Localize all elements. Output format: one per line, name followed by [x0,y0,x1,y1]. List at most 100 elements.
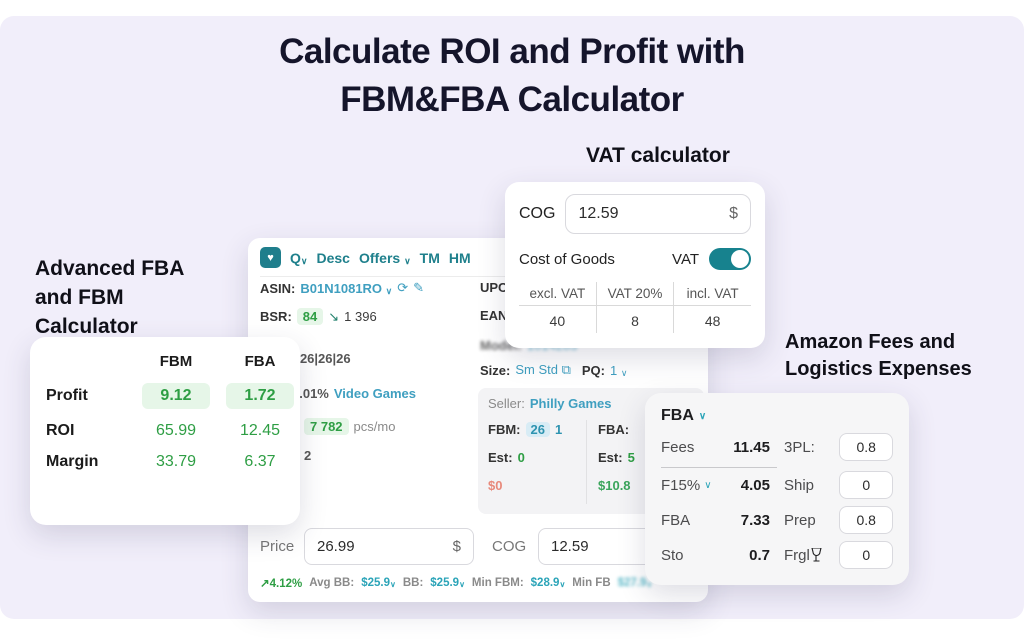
toggle-knob [731,250,749,268]
ship-input[interactable]: 0 [839,471,893,499]
fees-row-4: Sto 0.7 Frgl 0 [661,541,893,569]
referral-fee-value: 4.05 [740,476,770,494]
profit-fba-value: 1.72 [226,383,294,409]
fulfillment-selector[interactable]: FBA ∨ [661,407,707,424]
chevron-down-icon: ∨ [404,255,411,266]
variations-value: : 26|26|26 [292,351,351,366]
asin-row: ASIN: B01N1081RO ∨ ⟳ ✎ [260,280,424,296]
toolbar-item-desc[interactable]: Desc [316,249,350,266]
chevron-down-icon: ∨ [385,285,393,296]
est-label: Est: [598,450,623,465]
fbm-price-row: $0 [488,478,502,493]
price-input[interactable]: 26.99 $ [304,528,474,565]
price-label: Price [260,538,295,555]
sales-row: 7 782 pcs/mo [304,418,395,435]
est-label: Est: [488,450,513,465]
panel-divider [586,420,587,504]
chevron-down-icon: ∨ [620,367,628,378]
vat-toggle-label: VAT [672,250,699,268]
calculator-section-heading: Advanced FBA and FBM Calculator [35,257,185,338]
3pl-label: 3PL: [783,438,815,456]
edit-icon[interactable]: ✎ [413,280,425,295]
search-menu[interactable]: Q∨ [290,249,308,266]
avg-bb-value[interactable]: $25.9∨ [361,577,396,589]
min-fba-value: $27.9∨ [617,577,653,589]
vat-amount-value: 8 [595,306,674,333]
vat-excl-value: 40 [549,313,566,329]
roi-row-label: ROI [46,422,75,439]
sales-estimate-badge: 7 782 [304,418,349,435]
storage-fee-value: 0.7 [749,546,770,564]
bb-value[interactable]: $25.9∨ [430,577,465,589]
sales-unit: pcs/mo [353,419,396,434]
fba-price-value: $10.8 [598,478,631,493]
pq-label: PQ: [581,362,605,378]
bsr-value-badge: 84 [296,308,324,325]
fees-divider [661,467,777,468]
pq-selector[interactable]: 1 ∨ [610,362,628,378]
profit-row-label: Profit [46,387,88,404]
cog-label: COG [492,538,527,555]
title-line-1: Calculate ROI and Profit with [279,32,745,71]
chevron-down-icon: ∨ [698,410,707,422]
referral-fee-selector[interactable]: F15% ∨ [661,476,712,494]
fragile-label: Frgl [784,547,839,564]
vat-calculator-card: COG 12.59 $ Cost of Goods VAT excl. VAT V… [505,182,765,348]
fees-label: Fees [661,438,695,456]
toolbar-item-tm[interactable]: TM [419,249,440,266]
ean-label: EAN: [480,308,512,323]
fba-price-row: $10.8 [598,478,631,493]
fbm-offers-row: FBM: 26 1 [488,422,562,437]
size-value-link[interactable]: Sm Std ⧉ [515,362,571,377]
vat-col-excl: excl. VAT [519,282,596,306]
ean-row: EAN: [480,308,512,323]
fbm-fba-calculator-card: FBM FBA Profit 9.12 1.72 ROI 65.99 12.45… [30,337,300,525]
vat-col-rate: VAT 20% [595,282,674,306]
vat-incl-value: 48 [673,306,751,333]
est-fbm-value: 0 [517,450,525,465]
profit-fbm-value: 9.12 [142,383,210,409]
seller-name-link[interactable]: Philly Games [529,396,612,411]
prep-input[interactable]: 0.8 [839,506,893,534]
min-fba-label: Min FB [572,577,611,589]
extension-heart-icon[interactable]: ♥ [260,247,281,268]
variations-row: : 26|26|26 [292,351,351,366]
size-row: Size: Sm Std ⧉ PQ: 1 ∨ [480,362,627,378]
page-title: Calculate ROI and Profit with FBM&FBA Ca… [0,28,1024,125]
vat-cog-label: COG [519,205,556,222]
refresh-icon[interactable]: ⟳ [397,280,409,295]
est-fba-row: Est: 5 [598,450,635,465]
fbm-extra: 1 [554,422,563,437]
upc-label: UPC: [480,280,512,295]
toolbar-item-hm[interactable]: HM [448,249,471,266]
trend-up-value: ↗4.12% [260,578,303,590]
min-fbm-label: Min FBM: [471,577,524,589]
fbm-count-badge[interactable]: 26 [525,422,550,437]
fbm-label: FBM: [488,422,521,437]
bsr-count: 1 396 [344,309,377,324]
ship-label: Ship [783,476,815,494]
min-fbm-value[interactable]: $28.9∨ [530,577,566,589]
upc-row: UPC: [480,280,512,295]
bb-label: BB: [402,577,424,589]
fees-value: 11.45 [733,438,770,456]
fragile-input[interactable]: 0 [839,541,893,569]
toolbar-item-offers[interactable]: Offers ∨ [358,249,411,266]
wine-glass-icon [811,548,822,562]
category-link[interactable]: Video Games [333,386,417,401]
avg-bb-label: Avg BB: [309,577,355,589]
size-label: Size: [480,362,511,378]
bsr-row: BSR: 84 ↘ 1 396 [260,308,377,325]
prep-label: Prep [783,511,816,529]
fees-row-3: FBA 7.33 Prep 0.8 [661,506,893,534]
asin-value-link[interactable]: B01N1081RO ∨ [300,280,393,296]
fbm-price-value: $0 [488,478,503,493]
roi-fbm-value: 65.99 [155,422,197,439]
vat-col-incl: incl. VAT [673,282,752,306]
3pl-input[interactable]: 0.8 [839,433,893,461]
vat-section-heading: VAT calculator [586,144,730,167]
vat-cog-input[interactable]: 12.59 $ [565,194,751,234]
vat-toggle[interactable] [709,248,751,270]
trend-down-icon: ↘ [328,308,340,324]
